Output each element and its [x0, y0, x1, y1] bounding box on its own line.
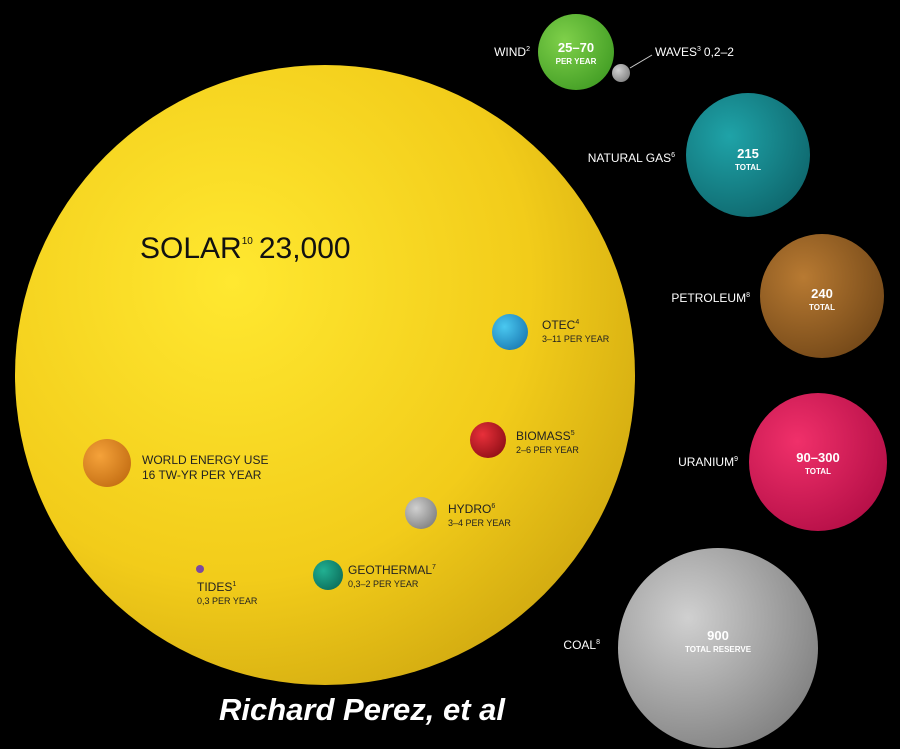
note: 8 [746, 292, 750, 299]
hydro-circle [405, 497, 437, 529]
note: 8 [596, 639, 600, 646]
uranium-value: 90–300 [796, 450, 839, 465]
petroleum-label: PETROLEUM8 [671, 291, 750, 305]
tides-value: 0,3 PER YEAR [197, 596, 258, 606]
hydro-label: HYDRO6 [448, 502, 495, 516]
gas-circle [686, 93, 810, 217]
note: 6 [671, 152, 675, 159]
label: OTEC [542, 318, 576, 332]
otec-label: OTEC4 [542, 318, 579, 332]
waves-label: WAVES3 0,2–2 [655, 45, 734, 59]
world-label: WORLD ENERGY USE [142, 453, 268, 467]
wind-value: 25–70 [558, 40, 594, 55]
credit: Richard Perez, et al [219, 692, 506, 727]
note: 5 [571, 430, 575, 437]
waves-leader [629, 54, 653, 69]
uranium-circle [749, 393, 887, 531]
solar-circle [15, 65, 635, 685]
uranium-label: URANIUM9 [678, 455, 738, 469]
label: TIDES [197, 580, 232, 594]
note: 2 [526, 46, 530, 53]
wind-circle [538, 14, 614, 90]
value: 23,000 [259, 232, 351, 265]
geothermal-label: GEOTHERMAL7 [348, 563, 436, 577]
solar-label: SOLAR10 23,000 [140, 232, 351, 265]
petroleum-unit: TOTAL [809, 303, 835, 312]
uranium-unit: TOTAL [805, 467, 831, 476]
wind-label: WIND2 [494, 45, 530, 59]
note: 9 [734, 456, 738, 463]
tides-label: TIDES1 [197, 580, 236, 594]
label: WIND [494, 45, 526, 59]
gas-value: 215 [737, 146, 759, 161]
otec-value: 3–11 PER YEAR [542, 334, 610, 344]
label: SOLAR [140, 232, 242, 265]
tides-circle [196, 565, 204, 573]
geothermal-circle [313, 560, 343, 590]
waves-circle [612, 64, 630, 82]
label: WAVES [655, 45, 697, 59]
note: 6 [491, 503, 495, 510]
note: 1 [232, 581, 236, 588]
label: COAL [563, 638, 596, 652]
note: 4 [575, 319, 579, 326]
label: NATURAL GAS [588, 151, 671, 165]
world-circle [83, 439, 131, 487]
coal-unit: TOTAL RESERVE [685, 645, 752, 654]
biomass-circle [470, 422, 506, 458]
coal-label: COAL8 [563, 638, 600, 652]
note: 10 [242, 236, 254, 247]
geothermal-value: 0,3–2 PER YEAR [348, 579, 419, 589]
value: 0,2–2 [704, 45, 734, 59]
hydro-value: 3–4 PER YEAR [448, 518, 511, 528]
gas-label: NATURAL GAS6 [588, 151, 675, 165]
otec-circle [492, 314, 528, 350]
gas-unit: TOTAL [735, 163, 761, 172]
coal-circle [618, 548, 818, 748]
label: URANIUM [678, 455, 734, 469]
label: BIOMASS [516, 429, 571, 443]
petroleum-circle [760, 234, 884, 358]
biomass-value: 2–6 PER YEAR [516, 445, 579, 455]
label: PETROLEUM [671, 291, 746, 305]
coal-value: 900 [707, 628, 729, 643]
wind-unit: PER YEAR [556, 57, 597, 66]
petroleum-value: 240 [811, 286, 833, 301]
label: HYDRO [448, 502, 491, 516]
note: 3 [697, 46, 701, 53]
note: 7 [432, 564, 436, 571]
label: GEOTHERMAL [348, 563, 432, 577]
biomass-label: BIOMASS5 [516, 429, 575, 443]
world-value: 16 TW-YR PER YEAR [142, 468, 262, 482]
